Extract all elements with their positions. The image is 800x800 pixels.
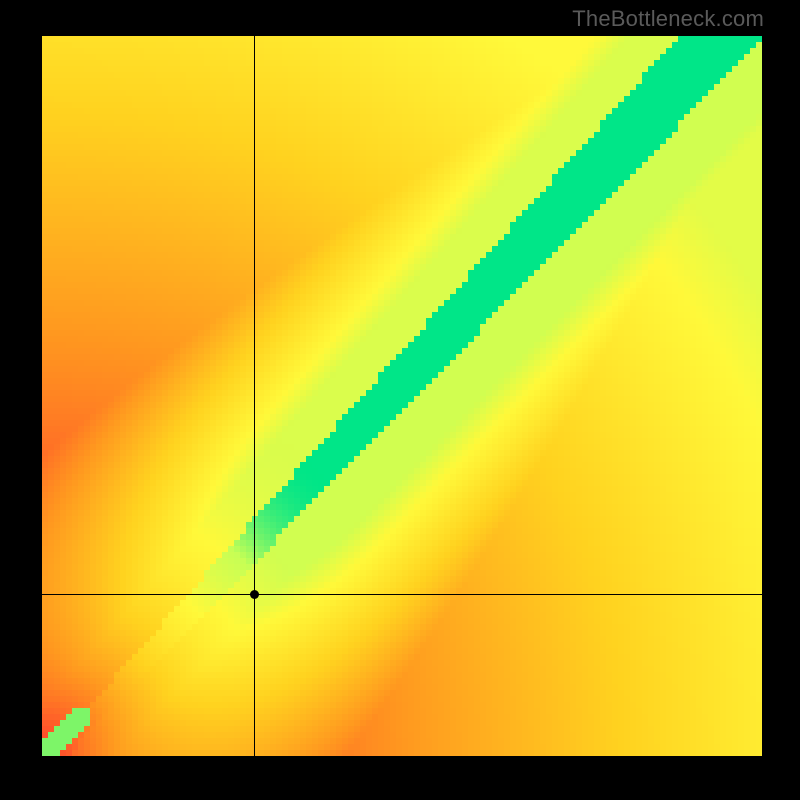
crosshair-vertical — [254, 36, 255, 756]
bottleneck-heatmap — [42, 36, 762, 756]
crosshair-horizontal — [42, 594, 762, 595]
crosshair-marker — [250, 590, 259, 599]
watermark-text: TheBottleneck.com — [572, 6, 764, 32]
